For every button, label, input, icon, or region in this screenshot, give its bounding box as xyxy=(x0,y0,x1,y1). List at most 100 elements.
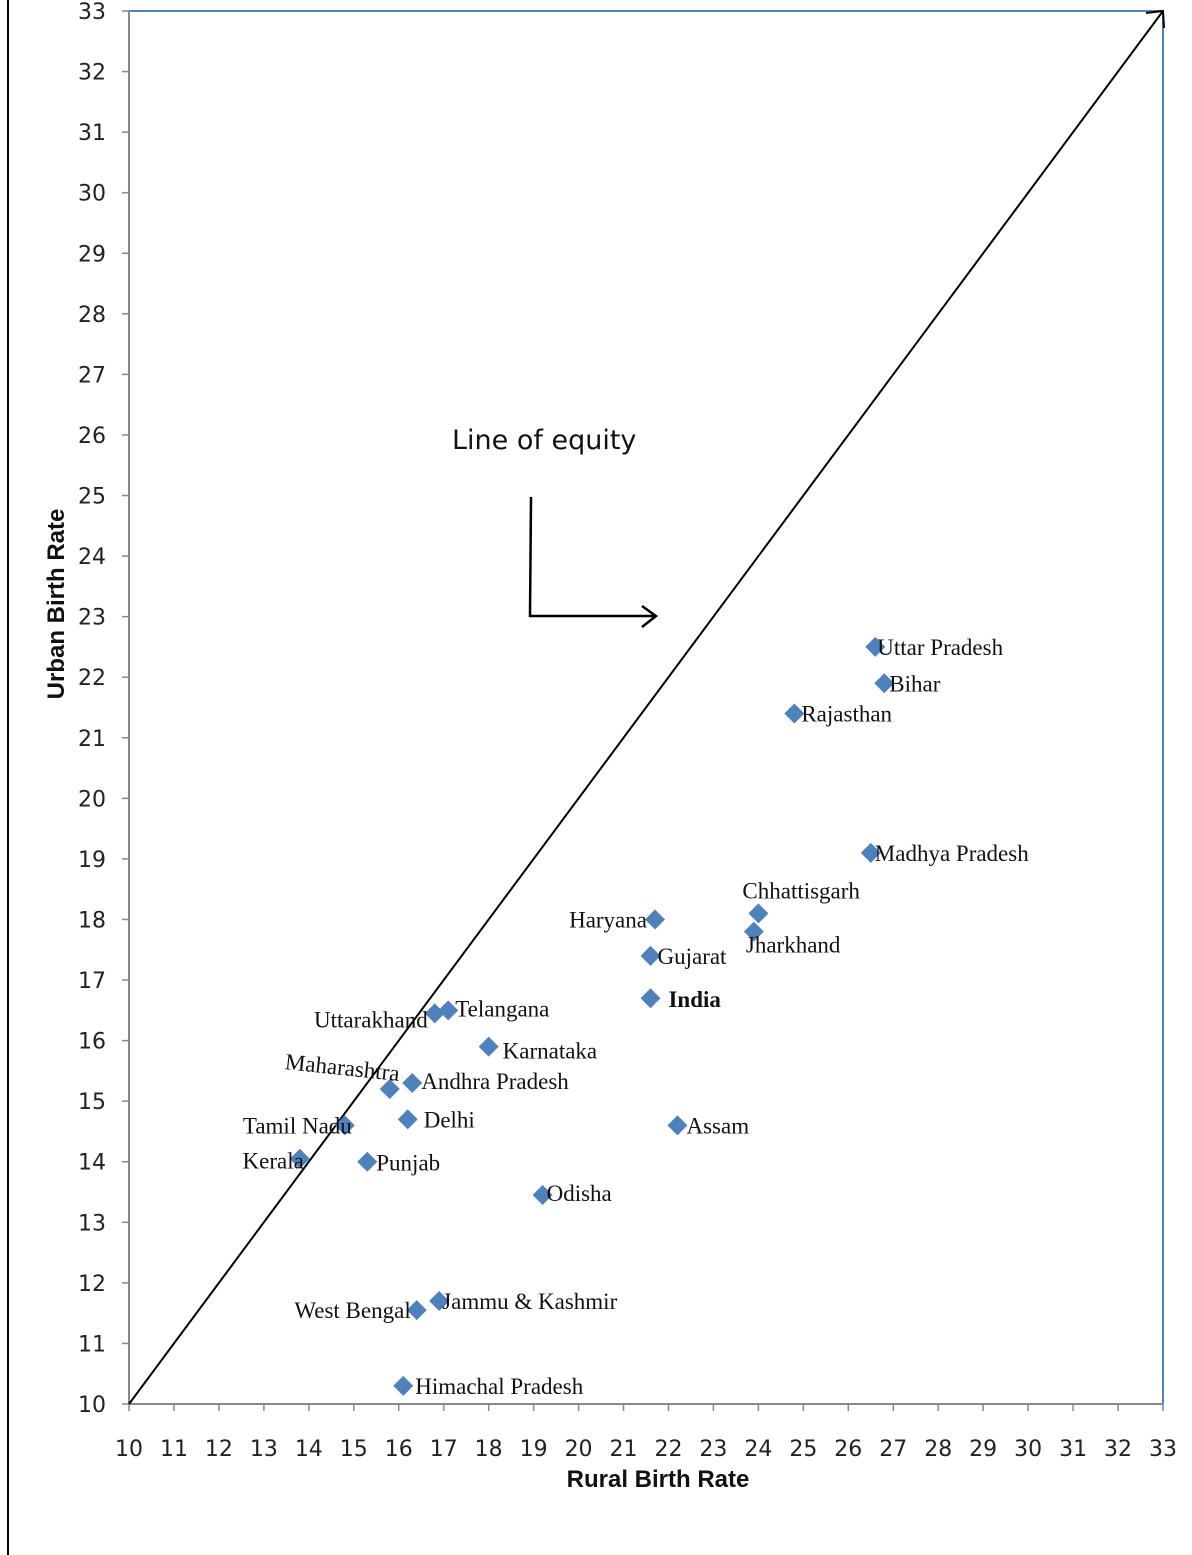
x-tick-label: 16 xyxy=(385,1437,413,1462)
data-point-marker xyxy=(334,1115,355,1136)
data-point-marker xyxy=(402,1073,423,1094)
data-point-label: Assam xyxy=(686,1113,749,1138)
y-tick-label: 23 xyxy=(78,606,106,631)
data-point-marker xyxy=(644,909,665,930)
data-point-label: Jharkhand xyxy=(746,933,841,958)
data-point-marker xyxy=(640,945,661,966)
y-tick-label: 33 xyxy=(78,0,106,25)
data-point-label: Rajasthan xyxy=(801,702,892,727)
data-point-label: Bihar xyxy=(889,671,940,696)
data-point-marker xyxy=(784,703,805,724)
equity-line-arrowhead xyxy=(1145,9,1165,29)
y-tick-label: 16 xyxy=(78,1030,106,1055)
data-point-marker xyxy=(397,1109,418,1130)
y-tick-label: 31 xyxy=(78,121,106,146)
data-point-marker xyxy=(874,673,895,694)
data-point-label: Karnataka xyxy=(503,1039,598,1064)
x-tick-label: 22 xyxy=(654,1437,682,1462)
data-point-label: Haryana xyxy=(569,907,647,932)
y-tick-label: 10 xyxy=(78,1393,106,1418)
data-point-label: Uttarakhand xyxy=(314,1007,428,1032)
data-point-marker xyxy=(406,1300,427,1321)
x-tick-label: 31 xyxy=(1059,1437,1087,1462)
data-points: Uttar Pradesh Bihar Rajasthan Madhya Prades… xyxy=(243,635,1030,1399)
y-tick-label: 12 xyxy=(78,1272,106,1297)
y-tick-label: 22 xyxy=(78,666,106,691)
data-point-label: Gujarat xyxy=(657,944,727,969)
data-point-label: Maharashtra xyxy=(284,1049,401,1086)
y-tick-label: 18 xyxy=(78,908,106,933)
data-point-label: Andhra Pradesh xyxy=(421,1069,569,1094)
data-point-label: Jammu & Kashmir xyxy=(442,1289,617,1314)
y-tick-label: 19 xyxy=(78,848,106,873)
data-point-marker xyxy=(357,1151,378,1172)
data-point-label: West Bengal xyxy=(294,1298,410,1323)
y-tick-label: 29 xyxy=(78,242,106,267)
annotation-line-of-equity: Line of equity xyxy=(452,425,636,456)
x-tick-label: 20 xyxy=(565,1437,593,1462)
data-point-marker xyxy=(393,1375,414,1396)
y-tick-label: 25 xyxy=(78,485,106,510)
data-point-marker xyxy=(379,1079,400,1100)
x-tick-label: 25 xyxy=(789,1437,817,1462)
annotation-arrow xyxy=(528,496,659,628)
x-tick-label: 27 xyxy=(879,1437,907,1462)
data-point-label: Punjab xyxy=(376,1151,440,1176)
x-tick-label: 15 xyxy=(340,1437,368,1462)
data-point-marker xyxy=(438,1000,459,1021)
data-point-label: Telangana xyxy=(455,996,549,1021)
y-tick-label: 13 xyxy=(78,1211,106,1236)
data-point-label: Chhattisgarh xyxy=(742,878,860,903)
data-point-marker xyxy=(667,1115,688,1136)
x-tick-label: 13 xyxy=(250,1437,278,1462)
data-point-label: Delhi xyxy=(424,1107,475,1132)
x-tick-label: 24 xyxy=(744,1437,772,1462)
data-point-label: Tamil Nadu xyxy=(243,1113,352,1138)
data-point-label: Kerala xyxy=(243,1149,304,1174)
y-tick-label: 20 xyxy=(78,787,106,812)
x-tick-label: 19 xyxy=(520,1437,548,1462)
x-axis-title: Rural Birth Rate xyxy=(567,1466,750,1493)
x-tick-label: 18 xyxy=(475,1437,503,1462)
y-tick-label: 27 xyxy=(78,363,106,388)
data-point-marker xyxy=(429,1291,450,1312)
data-point-marker xyxy=(743,921,764,942)
x-tick-label: 26 xyxy=(834,1437,862,1462)
data-point-marker xyxy=(424,1003,445,1024)
x-tick-label: 29 xyxy=(969,1437,997,1462)
x-tick-label: 17 xyxy=(430,1437,458,1462)
x-tick-label: 21 xyxy=(610,1437,638,1462)
data-point-marker xyxy=(289,1148,310,1169)
data-point-marker xyxy=(748,903,769,924)
x-tick-label: 32 xyxy=(1104,1437,1132,1462)
data-point-label: India xyxy=(668,987,721,1012)
y-tick-label: 30 xyxy=(78,182,106,207)
data-point-marker xyxy=(532,1185,553,1206)
data-point-label: Uttar Pradesh xyxy=(877,635,1003,660)
x-tick-label: 11 xyxy=(160,1437,188,1462)
data-point-marker xyxy=(640,988,661,1009)
x-tick-label: 28 xyxy=(924,1437,952,1462)
data-point-label: Himachal Pradesh xyxy=(415,1374,583,1399)
x-tick-label: 14 xyxy=(295,1437,323,1462)
y-tick-label: 11 xyxy=(78,1332,106,1357)
y-tick-label: 32 xyxy=(78,61,106,86)
y-tick-label: 15 xyxy=(78,1090,106,1115)
y-tick-label: 26 xyxy=(78,424,106,449)
data-point-label: Odisha xyxy=(547,1181,612,1206)
x-tick-label: 10 xyxy=(115,1437,143,1462)
line-of-equity xyxy=(128,10,1164,1405)
x-tick-label: 33 xyxy=(1149,1437,1177,1462)
y-tick-label: 14 xyxy=(78,1151,106,1176)
x-tick-label: 23 xyxy=(699,1437,727,1462)
y-tick-label: 28 xyxy=(78,303,106,328)
y-tick-label: 24 xyxy=(78,545,106,570)
data-point-marker xyxy=(865,636,886,657)
x-tick-label: 12 xyxy=(205,1437,233,1462)
y-tick-label: 17 xyxy=(78,969,106,994)
axis-ticks: 10 11 12 13 14 15 16 17 18 19 20 21 22 23 24 25 26 27 28 29… xyxy=(78,0,1177,1462)
data-point-label: Madhya Pradesh xyxy=(875,841,1029,866)
arrowhead-path xyxy=(1145,9,1165,29)
data-point-marker xyxy=(478,1036,499,1057)
